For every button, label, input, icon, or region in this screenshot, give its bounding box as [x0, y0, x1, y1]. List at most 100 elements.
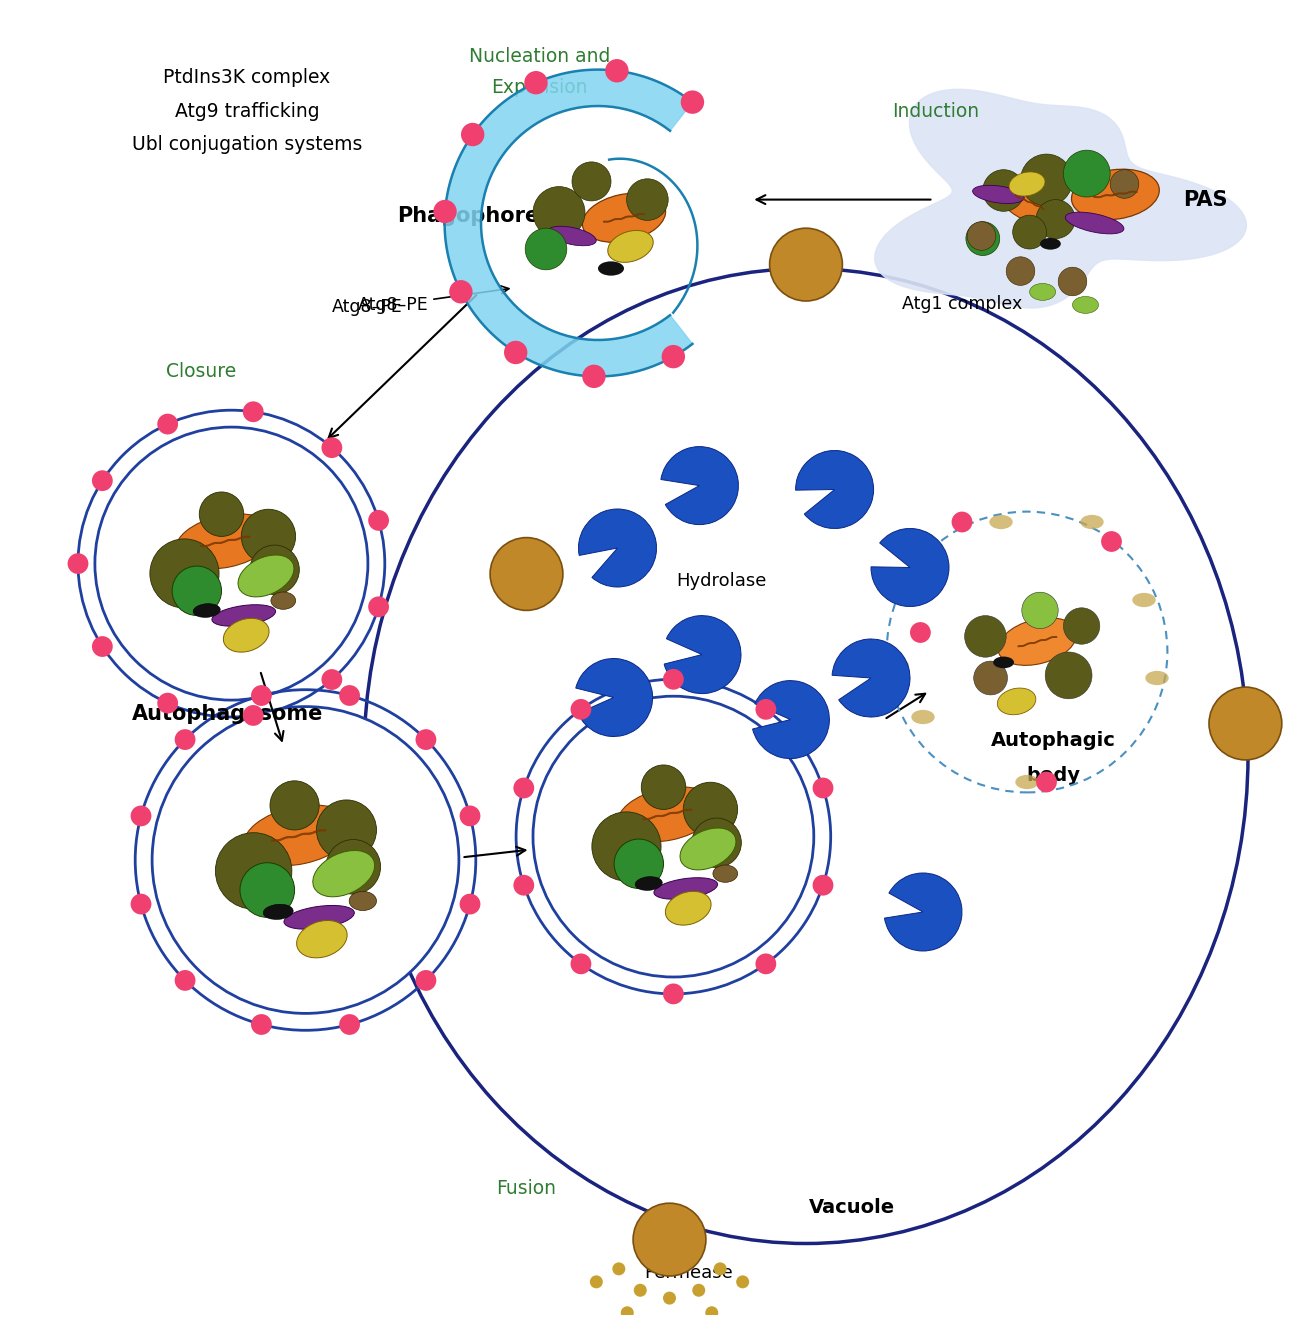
Circle shape [592, 811, 662, 880]
Circle shape [633, 1204, 706, 1275]
Ellipse shape [238, 555, 294, 597]
Circle shape [692, 818, 741, 867]
Text: PtdIns3K complex: PtdIns3K complex [164, 68, 330, 86]
Ellipse shape [176, 513, 276, 569]
Ellipse shape [666, 891, 711, 926]
Circle shape [251, 685, 272, 706]
Wedge shape [796, 451, 874, 528]
Circle shape [755, 954, 776, 975]
Circle shape [627, 178, 668, 221]
Text: Nucleation and: Nucleation and [469, 47, 610, 66]
Circle shape [172, 567, 221, 616]
Circle shape [952, 512, 972, 532]
Text: PAS: PAS [1183, 190, 1227, 210]
Circle shape [525, 229, 567, 270]
Ellipse shape [263, 904, 294, 919]
Ellipse shape [194, 604, 220, 617]
Ellipse shape [243, 805, 354, 866]
Circle shape [460, 894, 481, 915]
Circle shape [1063, 150, 1110, 197]
Wedge shape [884, 872, 962, 951]
Circle shape [1045, 652, 1092, 698]
Ellipse shape [270, 592, 295, 609]
Circle shape [1020, 154, 1072, 206]
Circle shape [1036, 200, 1075, 238]
Text: Expansion: Expansion [491, 78, 588, 97]
Circle shape [662, 344, 685, 368]
Text: Atg8–PE: Atg8–PE [332, 298, 402, 317]
Circle shape [812, 875, 833, 895]
Circle shape [983, 170, 1024, 211]
Circle shape [812, 778, 833, 798]
Circle shape [705, 1306, 718, 1319]
Circle shape [368, 509, 389, 531]
Circle shape [571, 954, 592, 975]
Ellipse shape [1040, 238, 1061, 250]
Ellipse shape [712, 864, 737, 882]
Circle shape [462, 122, 485, 146]
Circle shape [1006, 257, 1035, 286]
Text: Atg9 trafficking: Atg9 trafficking [174, 101, 320, 121]
Circle shape [533, 696, 814, 978]
Circle shape [974, 661, 1008, 694]
Text: Phagophore: Phagophore [396, 206, 540, 226]
Circle shape [736, 1275, 749, 1289]
Ellipse shape [885, 658, 909, 672]
Circle shape [965, 616, 1006, 657]
Circle shape [130, 894, 151, 915]
Ellipse shape [547, 226, 597, 246]
Circle shape [433, 200, 456, 223]
Circle shape [316, 799, 377, 861]
Text: Closure: Closure [166, 362, 237, 380]
Circle shape [663, 669, 684, 690]
Ellipse shape [618, 787, 718, 842]
Text: Induction: Induction [892, 101, 980, 121]
Circle shape [416, 970, 437, 991]
Ellipse shape [296, 920, 347, 958]
Circle shape [614, 839, 663, 888]
Circle shape [416, 729, 437, 750]
Circle shape [250, 545, 299, 595]
Circle shape [1110, 170, 1139, 198]
Circle shape [612, 1262, 625, 1275]
Circle shape [571, 700, 592, 720]
Ellipse shape [1145, 670, 1169, 685]
Ellipse shape [1009, 172, 1045, 196]
Ellipse shape [898, 580, 922, 595]
Circle shape [582, 364, 606, 388]
Ellipse shape [1030, 283, 1056, 301]
Ellipse shape [1000, 181, 1060, 223]
Circle shape [641, 765, 686, 810]
Text: Vacuole: Vacuole [809, 1197, 894, 1217]
Ellipse shape [998, 618, 1076, 665]
Ellipse shape [1065, 213, 1124, 234]
Ellipse shape [1132, 593, 1156, 608]
Circle shape [339, 685, 360, 706]
Circle shape [152, 706, 459, 1013]
Circle shape [68, 553, 88, 575]
Wedge shape [660, 447, 738, 524]
Circle shape [92, 636, 113, 657]
Circle shape [199, 492, 244, 536]
Text: Autophagosome: Autophagosome [131, 705, 324, 725]
Circle shape [533, 186, 585, 238]
Text: Hydrolase: Hydrolase [676, 572, 767, 589]
Circle shape [150, 539, 218, 608]
Circle shape [663, 1291, 676, 1305]
Wedge shape [832, 638, 910, 717]
Circle shape [770, 229, 842, 301]
Circle shape [251, 1013, 272, 1035]
Polygon shape [875, 89, 1247, 309]
Circle shape [368, 596, 389, 617]
Text: Autophagic: Autophagic [991, 732, 1115, 750]
Text: Permease: Permease [645, 1265, 733, 1282]
Ellipse shape [212, 605, 276, 626]
Wedge shape [871, 528, 949, 606]
Circle shape [684, 782, 737, 837]
Circle shape [514, 778, 534, 798]
Circle shape [590, 1275, 603, 1289]
Ellipse shape [680, 829, 736, 870]
Circle shape [270, 781, 320, 830]
Ellipse shape [654, 878, 718, 899]
Circle shape [1101, 531, 1122, 552]
